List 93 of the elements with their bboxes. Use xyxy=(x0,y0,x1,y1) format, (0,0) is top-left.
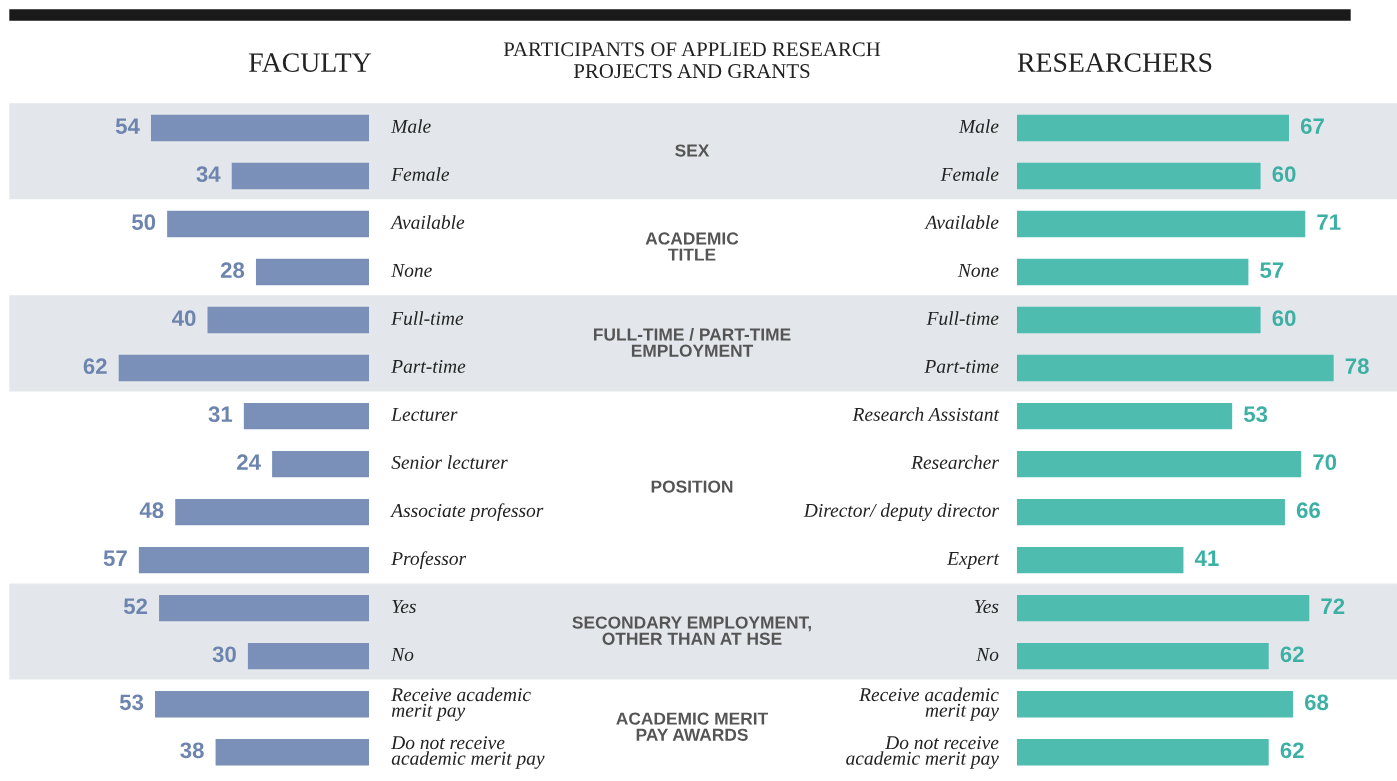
bar xyxy=(247,642,369,670)
bar xyxy=(1017,306,1261,334)
data-label: 31 xyxy=(208,406,233,423)
chart-title: FACULTY xyxy=(249,53,372,72)
bar xyxy=(255,258,369,286)
y-tick-label: Expert xyxy=(946,552,1000,569)
bar xyxy=(1017,354,1334,382)
y-tick-label: No xyxy=(976,648,999,662)
data-label: 78 xyxy=(1345,358,1369,375)
y-tick-label: None xyxy=(957,263,999,277)
data-label: 52 xyxy=(123,598,148,615)
data-label: 24 xyxy=(237,454,261,470)
data-label: 30 xyxy=(212,646,236,663)
data-label: 48 xyxy=(139,502,164,519)
y-tick-label: Research Assistant xyxy=(852,407,1000,421)
data-label: 62 xyxy=(1280,742,1304,759)
y-tick-label: None xyxy=(391,263,432,277)
text: PARTICIPANTS OF APPLIED RESEARCH PROJECTS AND GRANTS xyxy=(503,42,881,79)
data-label: 40 xyxy=(172,310,196,327)
data-label: 62 xyxy=(1280,646,1304,663)
bar xyxy=(150,114,369,142)
bar xyxy=(167,210,369,238)
bar xyxy=(243,402,369,430)
bar xyxy=(159,594,369,622)
bar xyxy=(272,450,369,478)
band-label: SECONDARY EMPLOYMENT, OTHER THAN AT HSE xyxy=(572,616,811,645)
y-tick-label: Senior lecturer xyxy=(391,455,508,470)
data-label: 57 xyxy=(1260,262,1284,279)
y-tick-label: No xyxy=(391,648,414,662)
data-label: 53 xyxy=(1243,406,1268,423)
bar xyxy=(1017,498,1285,526)
data-label: 70 xyxy=(1313,454,1337,471)
bar xyxy=(1017,258,1249,286)
y-tick-label: Female xyxy=(391,167,450,181)
bar xyxy=(1017,450,1302,478)
bar xyxy=(231,162,369,190)
data-label: 50 xyxy=(131,214,156,230)
y-tick-label: Male xyxy=(390,119,431,133)
bar xyxy=(1017,642,1269,670)
band-label: ACADEMIC MERIT PAY AWARDS xyxy=(616,712,769,741)
y-tick-label: Director/ deputy director xyxy=(803,503,999,521)
y-tick-label: Male xyxy=(958,119,999,133)
y-tick-label: Associate professor xyxy=(390,503,544,522)
data-label: 60 xyxy=(1272,166,1296,182)
y-tick-label: Yes xyxy=(974,600,999,614)
data-label: 53 xyxy=(119,694,144,711)
bar xyxy=(207,306,369,334)
band-label: POSITION xyxy=(651,480,733,493)
data-label: 66 xyxy=(1296,502,1320,519)
y-tick-label: Full-time xyxy=(391,311,464,325)
data-label: 68 xyxy=(1304,694,1329,711)
bar xyxy=(1017,594,1310,622)
band-label: FULL-TIME / PART-TIME EMPLOYMENT xyxy=(593,327,791,357)
data-label: 34 xyxy=(196,166,221,183)
bar xyxy=(1017,738,1269,766)
y-tick-label: Part-time xyxy=(924,359,999,373)
data-label: 41 xyxy=(1194,550,1219,566)
band-label: ACADEMIC TITLE xyxy=(645,232,739,261)
y-tick-label: Receive academic merit pay xyxy=(859,687,999,721)
y-tick-label: Available xyxy=(924,215,999,229)
band-label: SEX xyxy=(675,144,710,157)
y-tick-label: Full-time xyxy=(926,311,999,325)
chart-title: RESEARCHERS xyxy=(1017,53,1212,72)
y-tick-label: Available xyxy=(390,215,465,229)
y-tick-label: Part-time xyxy=(391,359,466,373)
y-tick-label: Do not receive academic merit pay xyxy=(391,736,545,769)
bar xyxy=(175,498,369,526)
data-label: 72 xyxy=(1321,598,1345,614)
bar xyxy=(1017,162,1261,190)
data-label: 60 xyxy=(1272,310,1296,327)
data-label: 71 xyxy=(1317,214,1341,230)
bar xyxy=(1017,114,1290,142)
bar xyxy=(215,738,369,766)
bar xyxy=(1017,402,1233,430)
data-label: 28 xyxy=(220,262,245,279)
y-tick-label: Researcher xyxy=(911,455,999,469)
y-tick-label: Lecturer xyxy=(390,408,458,421)
y-tick-label: Yes xyxy=(392,600,416,614)
bar xyxy=(1017,546,1184,574)
y-tick-label: Receive academic merit pay xyxy=(391,687,531,721)
bar xyxy=(1017,210,1306,238)
data-label: 54 xyxy=(115,118,140,134)
data-label: 38 xyxy=(180,742,204,759)
y-tick-label: Professor xyxy=(391,551,467,570)
data-label: 62 xyxy=(83,358,107,375)
bar xyxy=(1017,690,1294,718)
bar xyxy=(155,690,369,718)
data-label: 67 xyxy=(1300,118,1324,134)
y-tick-label: Female xyxy=(940,167,999,181)
bar xyxy=(118,354,369,382)
data-label: 57 xyxy=(103,550,127,567)
y-tick-label: Do not receive academic merit pay xyxy=(846,736,999,769)
bar xyxy=(138,546,369,574)
